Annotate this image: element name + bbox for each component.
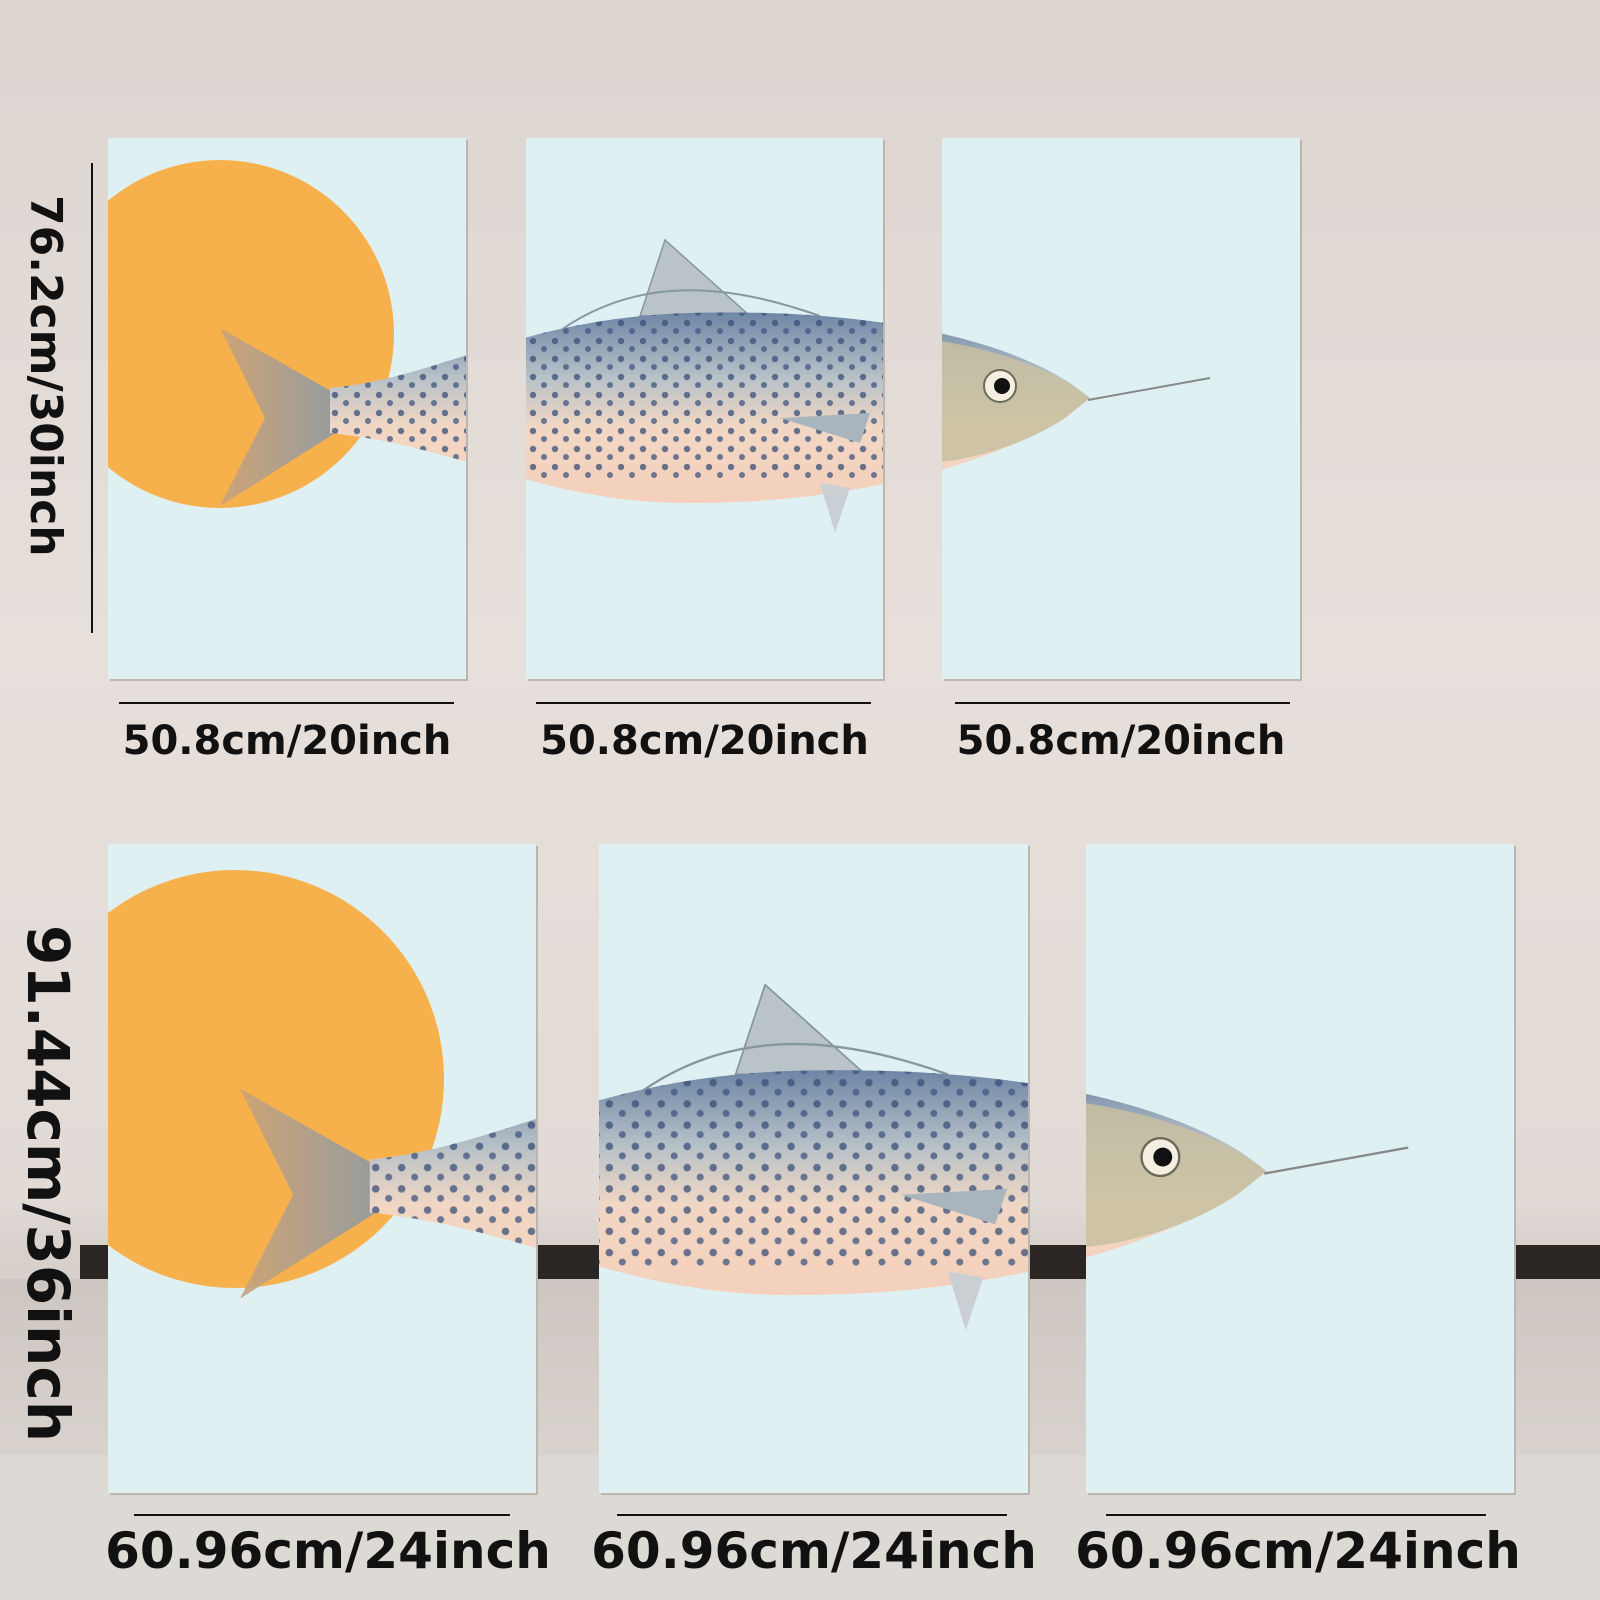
top-width-label-2: 50.8cm/20inch <box>540 718 869 764</box>
bottom-width-label-3: 60.96cm/24inch <box>1075 1522 1521 1580</box>
top-row-panels <box>108 138 1302 681</box>
top-width-label-1: 50.8cm/20inch <box>122 718 452 764</box>
top-width-label-3: 50.8cm/20inch <box>956 718 1286 764</box>
width-dimension-line <box>134 1514 510 1516</box>
width-dimension-line <box>119 702 454 704</box>
width-dimension-line <box>955 702 1290 704</box>
bottom-row-panels <box>108 844 1516 1495</box>
bottom-height-label: 91.44cm/36inch <box>14 925 82 1443</box>
bottom-width-label-2: 60.96cm/24inch <box>591 1522 1037 1580</box>
sun-circle <box>108 160 394 508</box>
height-dimension-line <box>91 163 93 633</box>
width-dimension-line <box>1106 1514 1486 1516</box>
top-height-label: 76.2cm/30inch <box>20 195 71 557</box>
sun-circle <box>108 870 444 1288</box>
width-dimension-line <box>536 702 871 704</box>
width-dimension-line <box>617 1514 1007 1516</box>
bottom-width-label-1: 60.96cm/24inch <box>105 1522 551 1580</box>
